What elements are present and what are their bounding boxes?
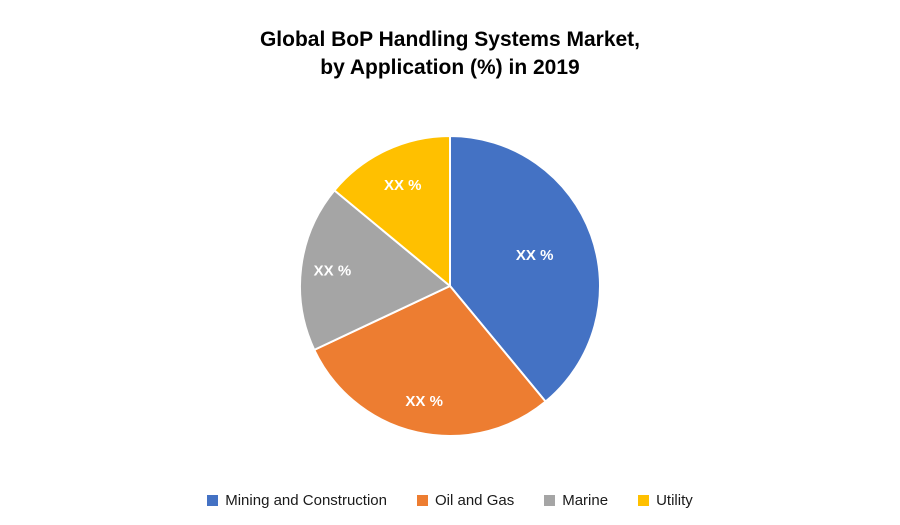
pie-slice-utility	[333, 135, 451, 287]
legend-label-utility: Utility	[656, 492, 693, 509]
legend-swatch-utility	[638, 495, 650, 506]
pie-slice-mining-and-construction	[449, 135, 601, 403]
pie-data-label-utility: XX %	[384, 177, 422, 194]
legend-item-mining-and-construction: Mining and Construction	[207, 492, 387, 509]
chart-legend: Mining and Construction Oil and Gas Marine…	[0, 492, 900, 509]
legend-swatch-oil-and-gas	[417, 495, 428, 506]
pie-data-label-mining-and-construction: XX %	[516, 247, 554, 264]
legend-label-oil-and-gas: Oil and Gas	[435, 492, 515, 509]
chart-title: Global BoP Handling Systems Market, by A…	[0, 26, 900, 83]
pie-slice-marine	[299, 189, 451, 351]
chart-title-line1: Global BoP Handling Systems Market,	[259, 28, 641, 51]
legend-item-oil-and-gas: Oil and Gas	[417, 492, 514, 509]
chart-title-line2: by Application (%) in 2019	[320, 56, 580, 80]
pie-data-label-oil-and-gas: XX %	[405, 393, 443, 410]
legend-swatch-mining-and-construction	[207, 495, 219, 506]
legend-item-utility: Utility	[638, 492, 693, 509]
legend-label-mining-and-construction: Mining and Construction	[225, 492, 387, 509]
legend-swatch-marine	[544, 495, 556, 506]
pie-data-label-marine: XX %	[314, 263, 352, 280]
legend-item-marine: Marine	[544, 492, 608, 509]
legend-label-marine: Marine	[562, 492, 609, 509]
